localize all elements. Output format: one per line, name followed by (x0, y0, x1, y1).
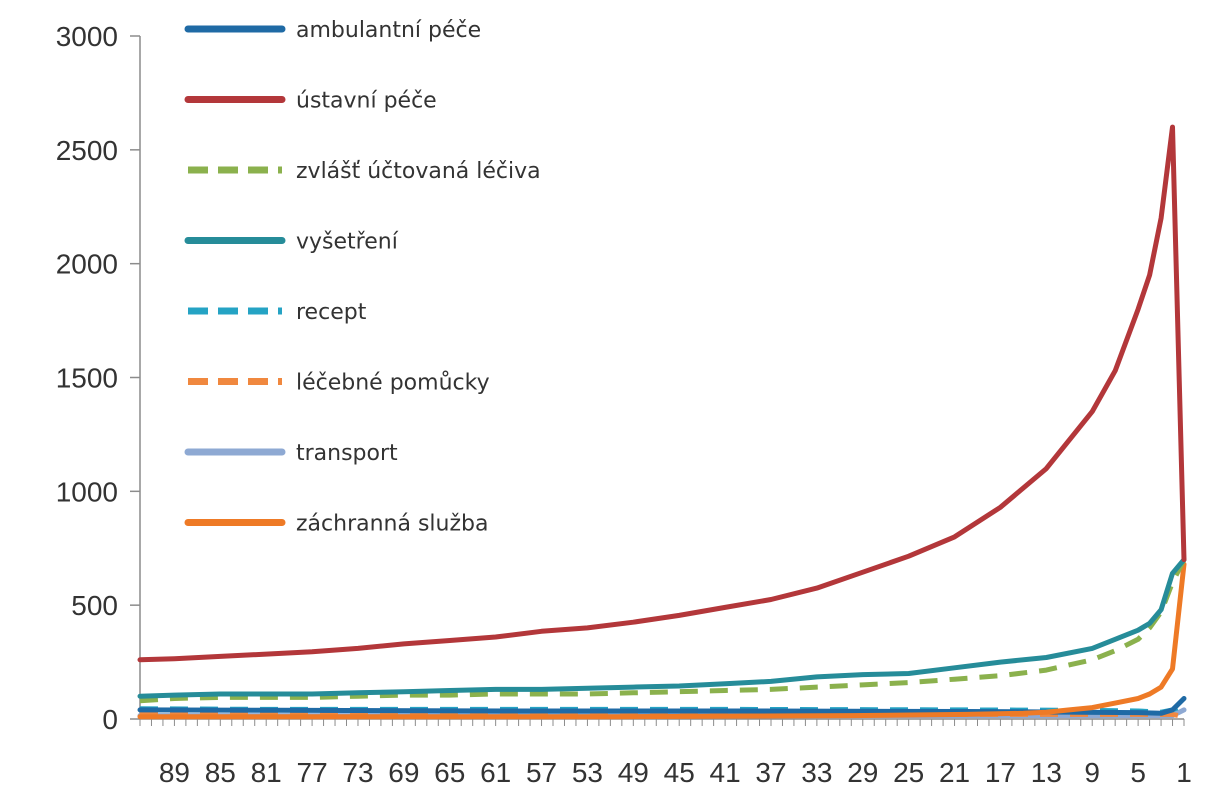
series-line-1 (137, 124, 1187, 663)
x-tick-label: 21 (939, 757, 970, 788)
x-tick-label: 65 (434, 757, 465, 788)
x-tick-label: 61 (480, 757, 511, 788)
x-tick-label: 13 (1031, 757, 1062, 788)
x-tick-label: 77 (297, 757, 328, 788)
x-tick-label: 33 (801, 757, 832, 788)
series-line-7 (137, 561, 1187, 720)
y-tick-label: 0 (102, 704, 118, 735)
series-layer (137, 124, 1187, 720)
x-tick-label: 53 (572, 757, 603, 788)
x-tick-label: 85 (205, 757, 236, 788)
legend-label: ústavní péče (296, 89, 437, 114)
x-tick-label: 45 (664, 757, 695, 788)
y-tick-label: 3000 (56, 21, 118, 52)
x-tick-label: 41 (710, 757, 741, 788)
x-tick-label: 5 (1130, 757, 1146, 788)
legend-label: ambulantní péče (296, 18, 481, 43)
x-tick-label: 81 (251, 757, 282, 788)
x-tick-label: 25 (893, 757, 924, 788)
y-tick-label: 500 (71, 590, 118, 621)
x-tick-label: 89 (159, 757, 190, 788)
legend-label: léčebné pomůcky (296, 371, 490, 396)
y-axis: 0 500 1000 1500 2000 2500 3000 (56, 21, 141, 735)
x-tick-label: 9 (1084, 757, 1100, 788)
legend: ambulantní péče ústavní péče zvlášť účtova… (184, 18, 541, 537)
legend-label: recept (296, 300, 367, 325)
x-tick-label: 57 (526, 757, 557, 788)
legend-label: záchranná služba (296, 512, 488, 537)
x-tick-label: 69 (388, 757, 419, 788)
x-tick-label: 37 (755, 757, 786, 788)
series-line-2 (139, 558, 1187, 704)
legend-label: zvlášť účtovaná léčiva (296, 159, 541, 184)
x-axis: 89 85 81 77 73 69 65 61 57 53 49 45 41 37 33 29 25 21 17 13… (139, 718, 1192, 788)
y-tick-label: 2500 (56, 135, 118, 166)
y-tick-label: 1500 (56, 363, 118, 394)
y-tick-label: 1000 (56, 476, 118, 507)
x-tick-label: 17 (985, 757, 1016, 788)
x-tick-label: 1 (1176, 757, 1192, 788)
x-tick-label: 73 (342, 757, 373, 788)
series-line-3 (137, 557, 1187, 699)
x-tick-label: 29 (847, 757, 878, 788)
legend-label: vyšetření (296, 230, 399, 255)
legend-label: transport (296, 441, 398, 466)
x-tick-label: 49 (618, 757, 649, 788)
y-tick-label: 2000 (56, 249, 118, 280)
